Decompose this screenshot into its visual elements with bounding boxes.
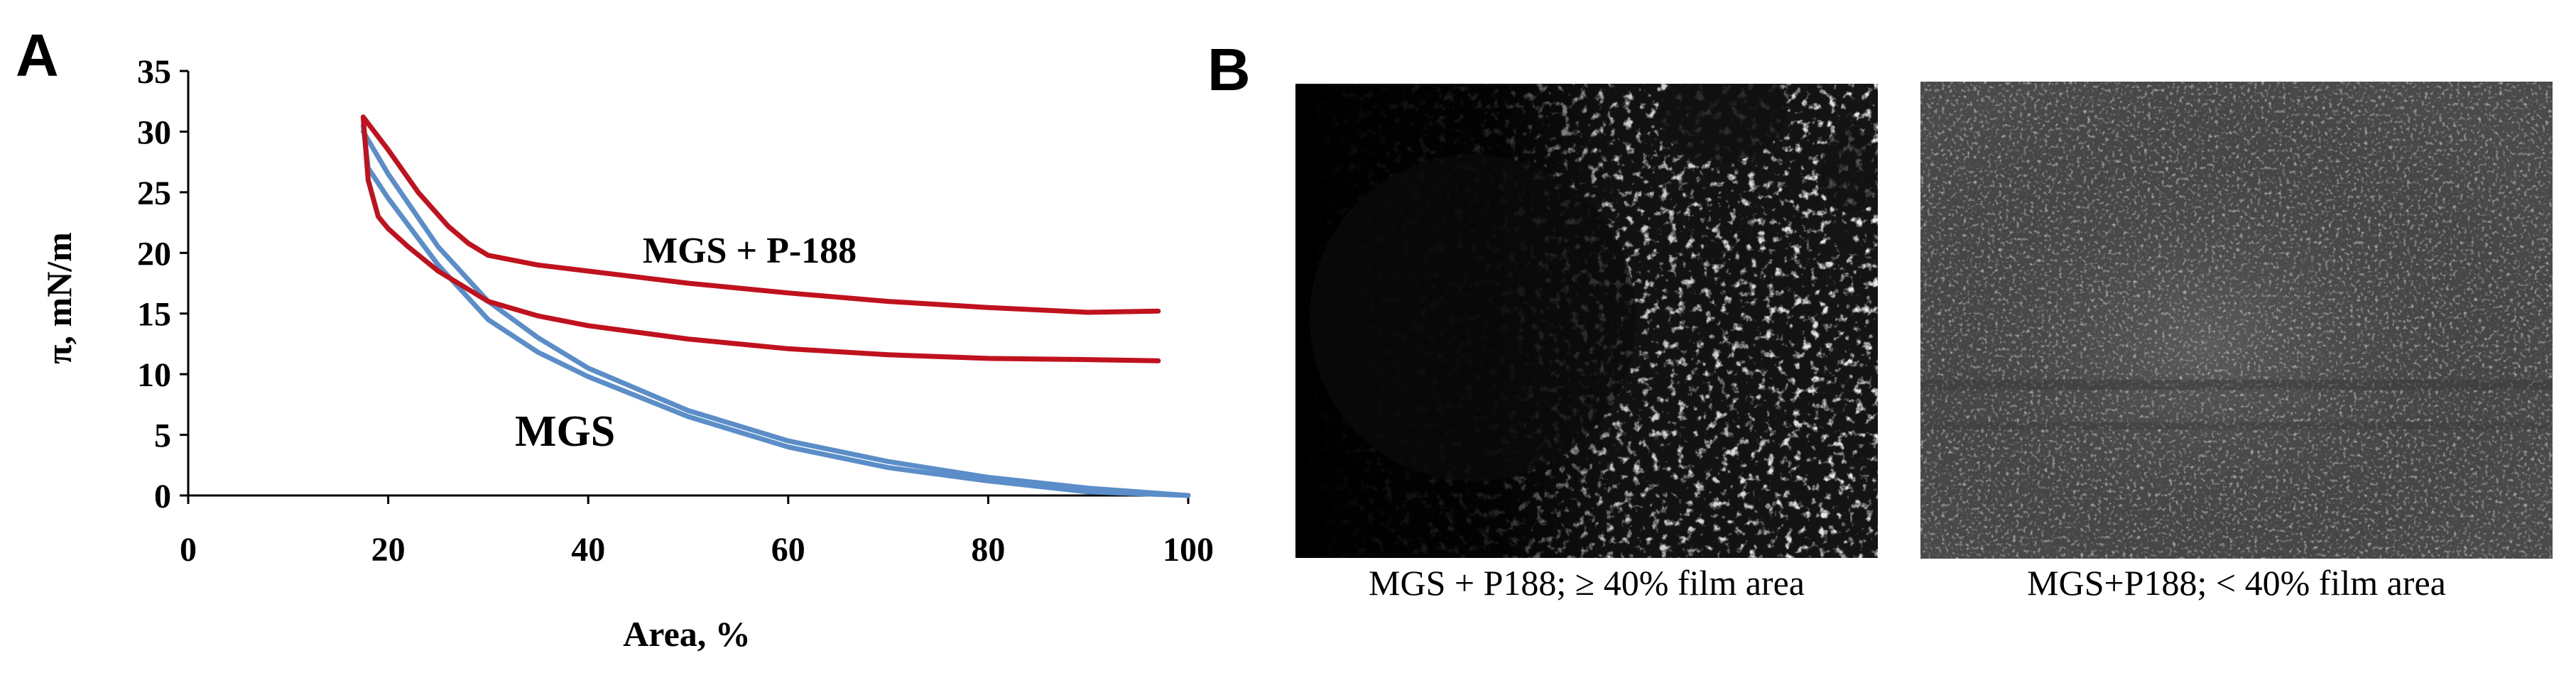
micrograph-high-film-area-image	[1295, 84, 1878, 558]
x-tick-label: 20	[371, 531, 406, 569]
y-tick-label: 10	[137, 356, 171, 394]
chart-series-layer	[360, 114, 1191, 498]
y-axis-label: π, mN/m	[39, 232, 79, 364]
micrograph-high-film-area	[1295, 84, 1878, 558]
x-tick-label: 80	[971, 531, 1005, 569]
x-axis-label: Area, %	[623, 614, 751, 654]
x-tick-label: 60	[771, 531, 805, 569]
chart-axes	[187, 71, 1188, 497]
y-tick-label: 20	[137, 235, 171, 273]
y-tick-label: 5	[154, 417, 171, 455]
micrograph-low-film-area-image	[1920, 82, 2553, 559]
y-tick-label: 0	[154, 478, 171, 515]
x-tick-label: 100	[1163, 531, 1214, 569]
micrograph-low-film-area-caption: MGS+P188; < 40% film area	[2027, 563, 2446, 603]
y-tick-label: 25	[137, 175, 171, 212]
isotherm-chart: 0 5 10 15 20 25 30 35 0 20 40 60 80 100 Area, % π, mN…	[39, 53, 1214, 654]
series-line-mgs-2	[360, 123, 1191, 498]
annotation-mgs-p188: MGS + P-188	[643, 231, 857, 271]
y-tick-label: 15	[137, 296, 171, 334]
y-tick-label: 30	[137, 114, 171, 151]
annotation-mgs: MGS	[515, 407, 615, 456]
series-line-mgs-1	[360, 128, 1191, 498]
series-line-mgs-p-188-1	[360, 114, 1161, 315]
micrograph-high-film-area-caption: MGS + P188; ≥ 40% film area	[1369, 563, 1805, 603]
series-line-mgs-p-188-2	[360, 114, 1161, 363]
x-tick-label: 40	[571, 531, 605, 569]
y-tick-label: 35	[137, 53, 171, 91]
chart-ticks: 0 5 10 15 20 25 30 35 0 20 40 60 80 100	[137, 53, 1214, 569]
panel-a-label: A	[16, 22, 59, 89]
panel-b-label: B	[1207, 36, 1251, 103]
x-tick-label: 0	[180, 531, 197, 569]
micrograph-low-film-area	[1920, 82, 2553, 559]
